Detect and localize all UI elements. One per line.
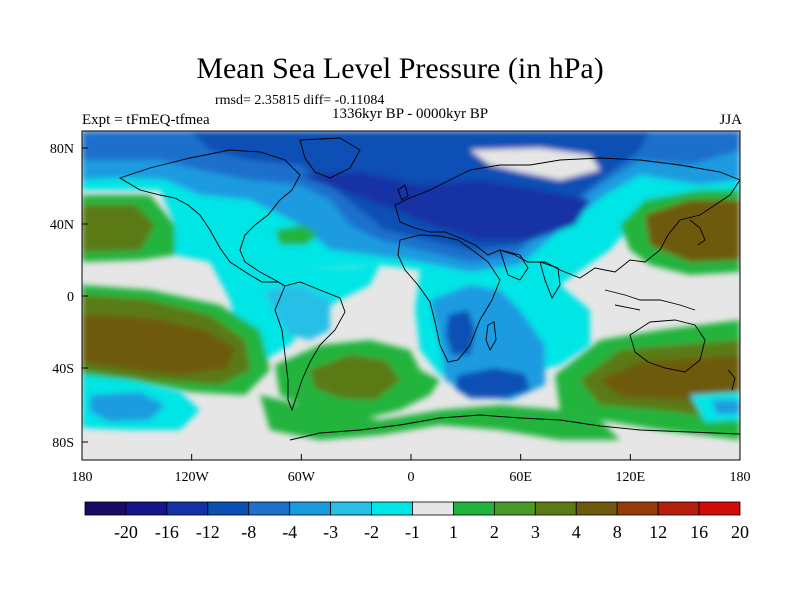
- colorbar-swatch: [84, 501, 127, 516]
- field-spacific-brown: [82, 315, 235, 375]
- colorbar-label: -3: [323, 522, 338, 542]
- pressure-field: [82, 131, 740, 460]
- colorbar-label: -1: [405, 522, 420, 542]
- coast-arabia-india: [499, 249, 561, 300]
- colorbar-label: 2: [490, 522, 499, 542]
- field-south-green: [260, 395, 620, 440]
- colorbar-label: 1: [449, 522, 458, 542]
- lon-tick-label: 180: [730, 470, 751, 485]
- field-sindian-brown: [600, 356, 740, 400]
- colorbar-label: 4: [572, 522, 581, 542]
- coast-south-america: [274, 281, 346, 412]
- coast-north-america: [118, 149, 301, 287]
- coast-new-zealand: [727, 369, 736, 391]
- colorbar-swatch: [657, 501, 700, 516]
- lon-tick-label: 180: [72, 470, 93, 485]
- colorbar-swatch: [493, 501, 536, 516]
- field-satl-olive: [310, 355, 400, 400]
- field-africa-navy: [446, 310, 475, 355]
- colorbar-swatch: [534, 501, 577, 516]
- colorbar-swatch: [330, 501, 372, 516]
- colorbar-label: -2: [364, 522, 379, 542]
- colorbar-label: 16: [690, 522, 708, 542]
- field-indian-navy: [455, 368, 530, 398]
- colorbar-swatch: [453, 501, 495, 516]
- colorbar-swatch: [412, 501, 454, 516]
- colorbar-swatch: [207, 501, 250, 516]
- field-wpacific-brown: [645, 200, 740, 262]
- coast-africa: [397, 234, 501, 363]
- colorbar-swatch: [289, 501, 332, 516]
- coast-indonesia: [604, 289, 696, 311]
- colorbar: -20 -16 -12 -8 -4 -3 -2 -1 1 2 3 4 8 12 16 20: [84, 501, 749, 542]
- colorbar-swatch: [125, 501, 168, 516]
- lon-tick-label: 120E: [616, 470, 646, 485]
- colorbar-swatch: [575, 501, 618, 516]
- field-north-navydark: [300, 172, 590, 240]
- colorbar-swatch: [166, 501, 209, 516]
- lon-tick-label: 60E: [509, 470, 532, 485]
- lat-tick-label: 40N: [50, 218, 74, 233]
- coast-greenland: [299, 137, 361, 179]
- coastlines: [118, 137, 740, 441]
- chart-title: Mean Sea Level Pressure (in hPa): [196, 52, 604, 85]
- field-sp-darkblue: [90, 392, 165, 422]
- field-sa-blue: [265, 285, 330, 340]
- colorbar-swatch: [248, 501, 291, 516]
- lon-tick-label: 120W: [175, 470, 210, 485]
- coast-australia: [629, 319, 706, 373]
- lat-tick-label: 40S: [52, 362, 74, 377]
- colorbar-label: 12: [649, 522, 667, 542]
- colorbar-label: -4: [282, 522, 297, 542]
- coast-europe-asia: [394, 157, 740, 279]
- colorbar-label: -20: [114, 522, 138, 542]
- season-label: JJA: [719, 112, 742, 128]
- field-npacific-olive: [82, 205, 155, 252]
- coast-madagascar: [485, 321, 497, 352]
- colorbar-label: 8: [613, 522, 622, 542]
- period-text: 1336kyr BP - 0000kyr BP: [331, 106, 489, 122]
- lat-tick-label: 80S: [52, 436, 74, 451]
- experiment-label: Expt = tFmEQ-tfmea: [82, 112, 210, 128]
- colorbar-label: -16: [155, 522, 179, 542]
- stats-text: rmsd= 2.35815 diff= -0.11084: [215, 93, 385, 108]
- field-se-darkblue: [712, 400, 740, 414]
- coast-japan: [689, 219, 706, 246]
- colorbar-label: 20: [731, 522, 749, 542]
- lon-tick-label: 60W: [288, 470, 316, 485]
- lat-tick-label: 0: [67, 290, 74, 305]
- colorbar-label: -12: [196, 522, 220, 542]
- lon-tick-label: 0: [408, 470, 415, 485]
- colorbar-swatch: [616, 501, 659, 516]
- colorbar-label: -8: [241, 522, 256, 542]
- longitude-axis: 180 120W 60W 0 60E 120E 180: [72, 454, 751, 485]
- latitude-axis: 80N 40N 0 40S 80S: [50, 142, 88, 451]
- colorbar-label: 3: [531, 522, 540, 542]
- colorbar-swatch: [698, 501, 741, 516]
- lat-tick-label: 80N: [50, 142, 74, 157]
- coast-antarctica: [289, 414, 740, 441]
- colorbar-swatch: [371, 501, 413, 516]
- coast-uk: [397, 184, 409, 201]
- field-natl-green: [275, 225, 318, 245]
